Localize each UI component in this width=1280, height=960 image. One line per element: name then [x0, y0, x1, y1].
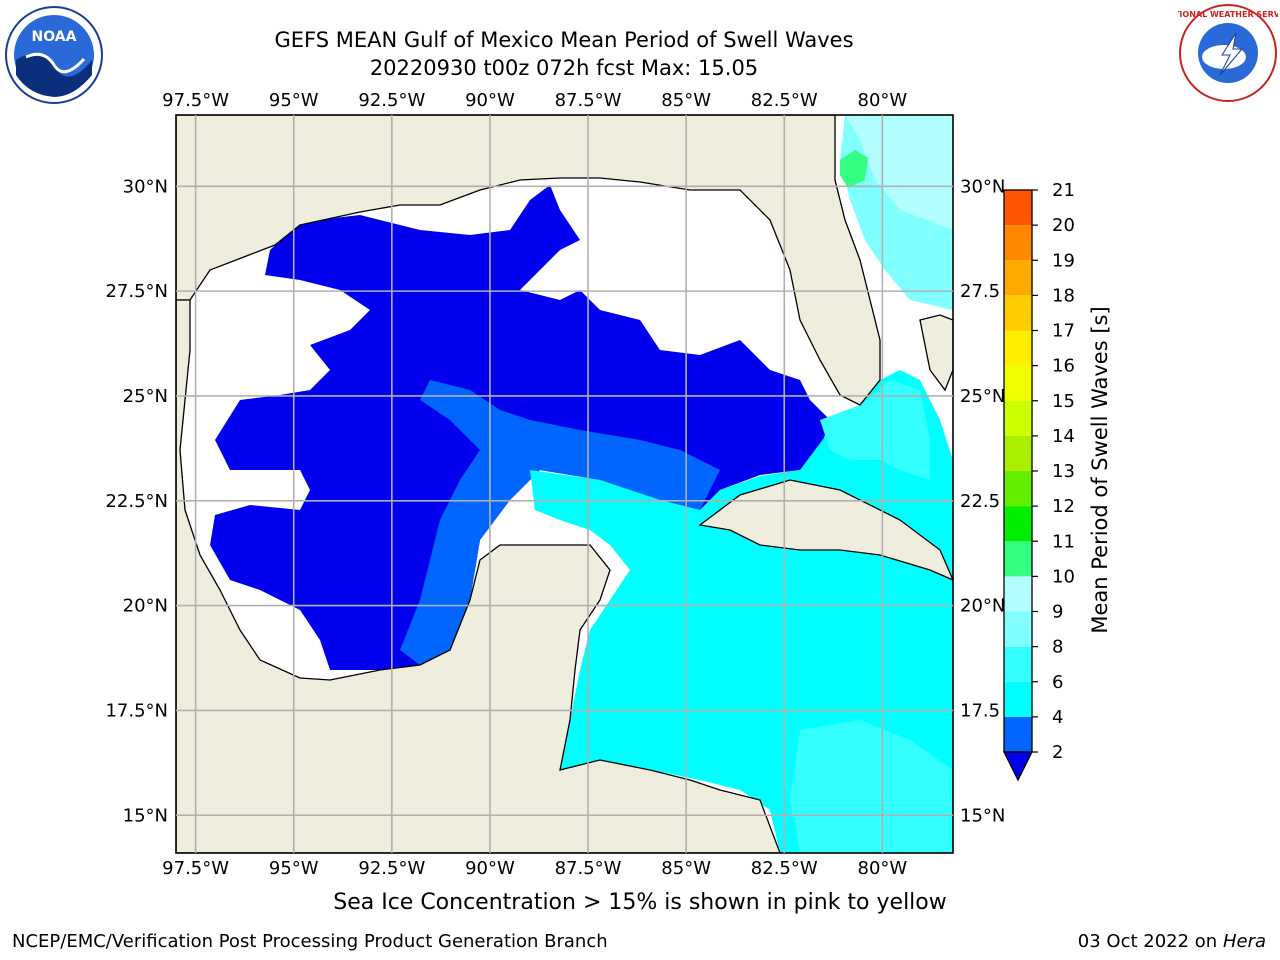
colorbar-segment [1004, 681, 1032, 717]
lon-label-top: 97.5°W [162, 90, 229, 111]
lat-label-left: 17.5°N [105, 700, 168, 721]
swell-field [176, 115, 953, 853]
colorbar-segment [1004, 611, 1032, 647]
colorbar-segment [1004, 716, 1032, 752]
date-prefix: 03 Oct 2022 on [1077, 931, 1223, 952]
date-text: 03 Oct 2022 on Hera [1078, 931, 1266, 952]
lat-label-left: 25°N [123, 386, 168, 407]
colorbar-segment [1004, 576, 1032, 612]
lat-label-right: 15°N [960, 805, 1005, 826]
lat-label-left: 20°N [123, 596, 168, 617]
colorbar-segment [1004, 471, 1032, 507]
colorbar: 2 4 6 8 9 10 11 12 13 14 15 16 17 18 19 20 21 [1002, 180, 1075, 782]
colorbar-segment [1004, 400, 1032, 436]
land-us-coast [176, 115, 881, 406]
colorbar-segment [1004, 541, 1032, 577]
lon-label-bottom: 85°W [661, 858, 711, 879]
lat-label-left: 27.5°N [105, 281, 168, 302]
swell-zone-6-8s [790, 380, 953, 853]
colorbar-tick-label: 16 [1052, 356, 1075, 377]
lon-label-top: 87.5°W [555, 90, 622, 111]
colorbar-tick-label: 9 [1052, 602, 1063, 623]
colorbar-tick-label: 10 [1052, 566, 1075, 587]
lon-label-bottom: 87.5°W [555, 858, 622, 879]
colorbar-tick-label: 18 [1052, 285, 1075, 306]
lat-label-right: 25°N [960, 386, 1005, 407]
lon-label-top: 95°W [269, 90, 319, 111]
lon-label-bottom: 97.5°W [162, 858, 229, 879]
lon-labels-top: 97.5°W 95°W 92.5°W 90°W 87.5°W 85°W 82.5°W 80°W [162, 90, 907, 111]
lon-label-top: 82.5°W [751, 90, 818, 111]
lat-labels-right: 30°N 27.5 25°N 22.5 20°N 17.5 15°N [960, 176, 1005, 826]
swell-zone-2-4s [400, 380, 720, 665]
map-frame [175, 114, 954, 854]
lon-label-bottom: 82.5°W [751, 858, 818, 879]
colorbar-tick-label: 6 [1052, 672, 1063, 693]
colorbar-segment [1004, 190, 1032, 226]
lon-label-top: 85°W [661, 90, 711, 111]
colorbar-segment [1004, 646, 1032, 682]
lat-label-right: 22.5 [960, 491, 1000, 512]
credit-text: NCEP/EMC/Verification Post Processing Pr… [12, 931, 608, 952]
lon-label-bottom: 90°W [465, 858, 515, 879]
lat-label-right: 30°N [960, 176, 1005, 197]
colorbar-tick-label: 11 [1052, 531, 1075, 552]
map-title: GEFS MEAN Gulf of Mexico Mean Period of … [274, 28, 854, 52]
map-subtitle: 20220930 t00z 072h fcst Max: 15.05 [369, 56, 759, 80]
lon-label-top: 80°W [858, 90, 908, 111]
colorbar-tick-label: 21 [1052, 180, 1075, 201]
swell-zone-10-11s [840, 150, 868, 188]
sea-ice-note: Sea Ice Concentration > 15% is shown in … [333, 890, 947, 915]
map-gridlines [176, 115, 953, 853]
colorbar-tick-label: 15 [1052, 391, 1075, 412]
colorbar-tick-label: 17 [1052, 321, 1075, 342]
lat-labels-left: 30°N 27.5°N 25°N 22.5°N 20°N 17.5°N 15°N [105, 176, 168, 826]
noaa-logo: NOAA [5, 6, 103, 104]
colorbar-segment [1004, 225, 1032, 261]
colorbar-tick-label: 12 [1052, 496, 1075, 517]
colorbar-tick-label: 8 [1052, 637, 1063, 658]
nws-logo: NATIONAL WEATHER SERVICE [1178, 4, 1278, 102]
date-host: Hera [1222, 931, 1266, 952]
lon-label-top: 92.5°W [358, 90, 425, 111]
colorbar-tick-label: 2 [1052, 742, 1063, 763]
lat-label-right: 20°N [960, 596, 1005, 617]
colorbar-tick-label: 14 [1052, 426, 1075, 447]
colorbar-tick-label: 13 [1052, 461, 1075, 482]
swell-zone-9-10s [845, 115, 953, 230]
noaa-logo-text: NOAA [32, 29, 77, 45]
colorbar-segment [1004, 260, 1032, 296]
colorbar-tick-label: 19 [1052, 250, 1075, 271]
lat-label-left: 30°N [123, 176, 168, 197]
colorbar-segment [1004, 365, 1032, 401]
lat-label-right: 27.5 [960, 281, 1000, 302]
lat-label-left: 22.5°N [105, 491, 168, 512]
lon-label-bottom: 80°W [858, 858, 908, 879]
colorbar-segment [1004, 330, 1032, 366]
colorbar-tick-label: 20 [1052, 215, 1075, 236]
lon-label-bottom: 95°W [269, 858, 319, 879]
nws-logo-text: NATIONAL WEATHER SERVICE [1178, 10, 1278, 19]
colorbar-tick-label: 4 [1052, 707, 1063, 728]
colorbar-label: Mean Period of Swell Waves [s] [1088, 306, 1112, 633]
lat-label-right: 17.5 [960, 700, 1000, 721]
colorbar-extend-min [1002, 751, 1034, 782]
lon-label-top: 90°W [465, 90, 515, 111]
land-florida-keys-bahamas [919, 314, 953, 392]
colorbar-segment [1004, 295, 1032, 331]
colorbar-segment [1004, 506, 1032, 542]
lon-labels-bottom: 97.5°W 95°W 92.5°W 90°W 87.5°W 85°W 82.5°W 80°W [162, 858, 907, 879]
colorbar-segment [1004, 435, 1032, 471]
lat-label-left: 15°N [123, 805, 168, 826]
land-cuba [698, 479, 953, 581]
lon-label-bottom: 92.5°W [358, 858, 425, 879]
